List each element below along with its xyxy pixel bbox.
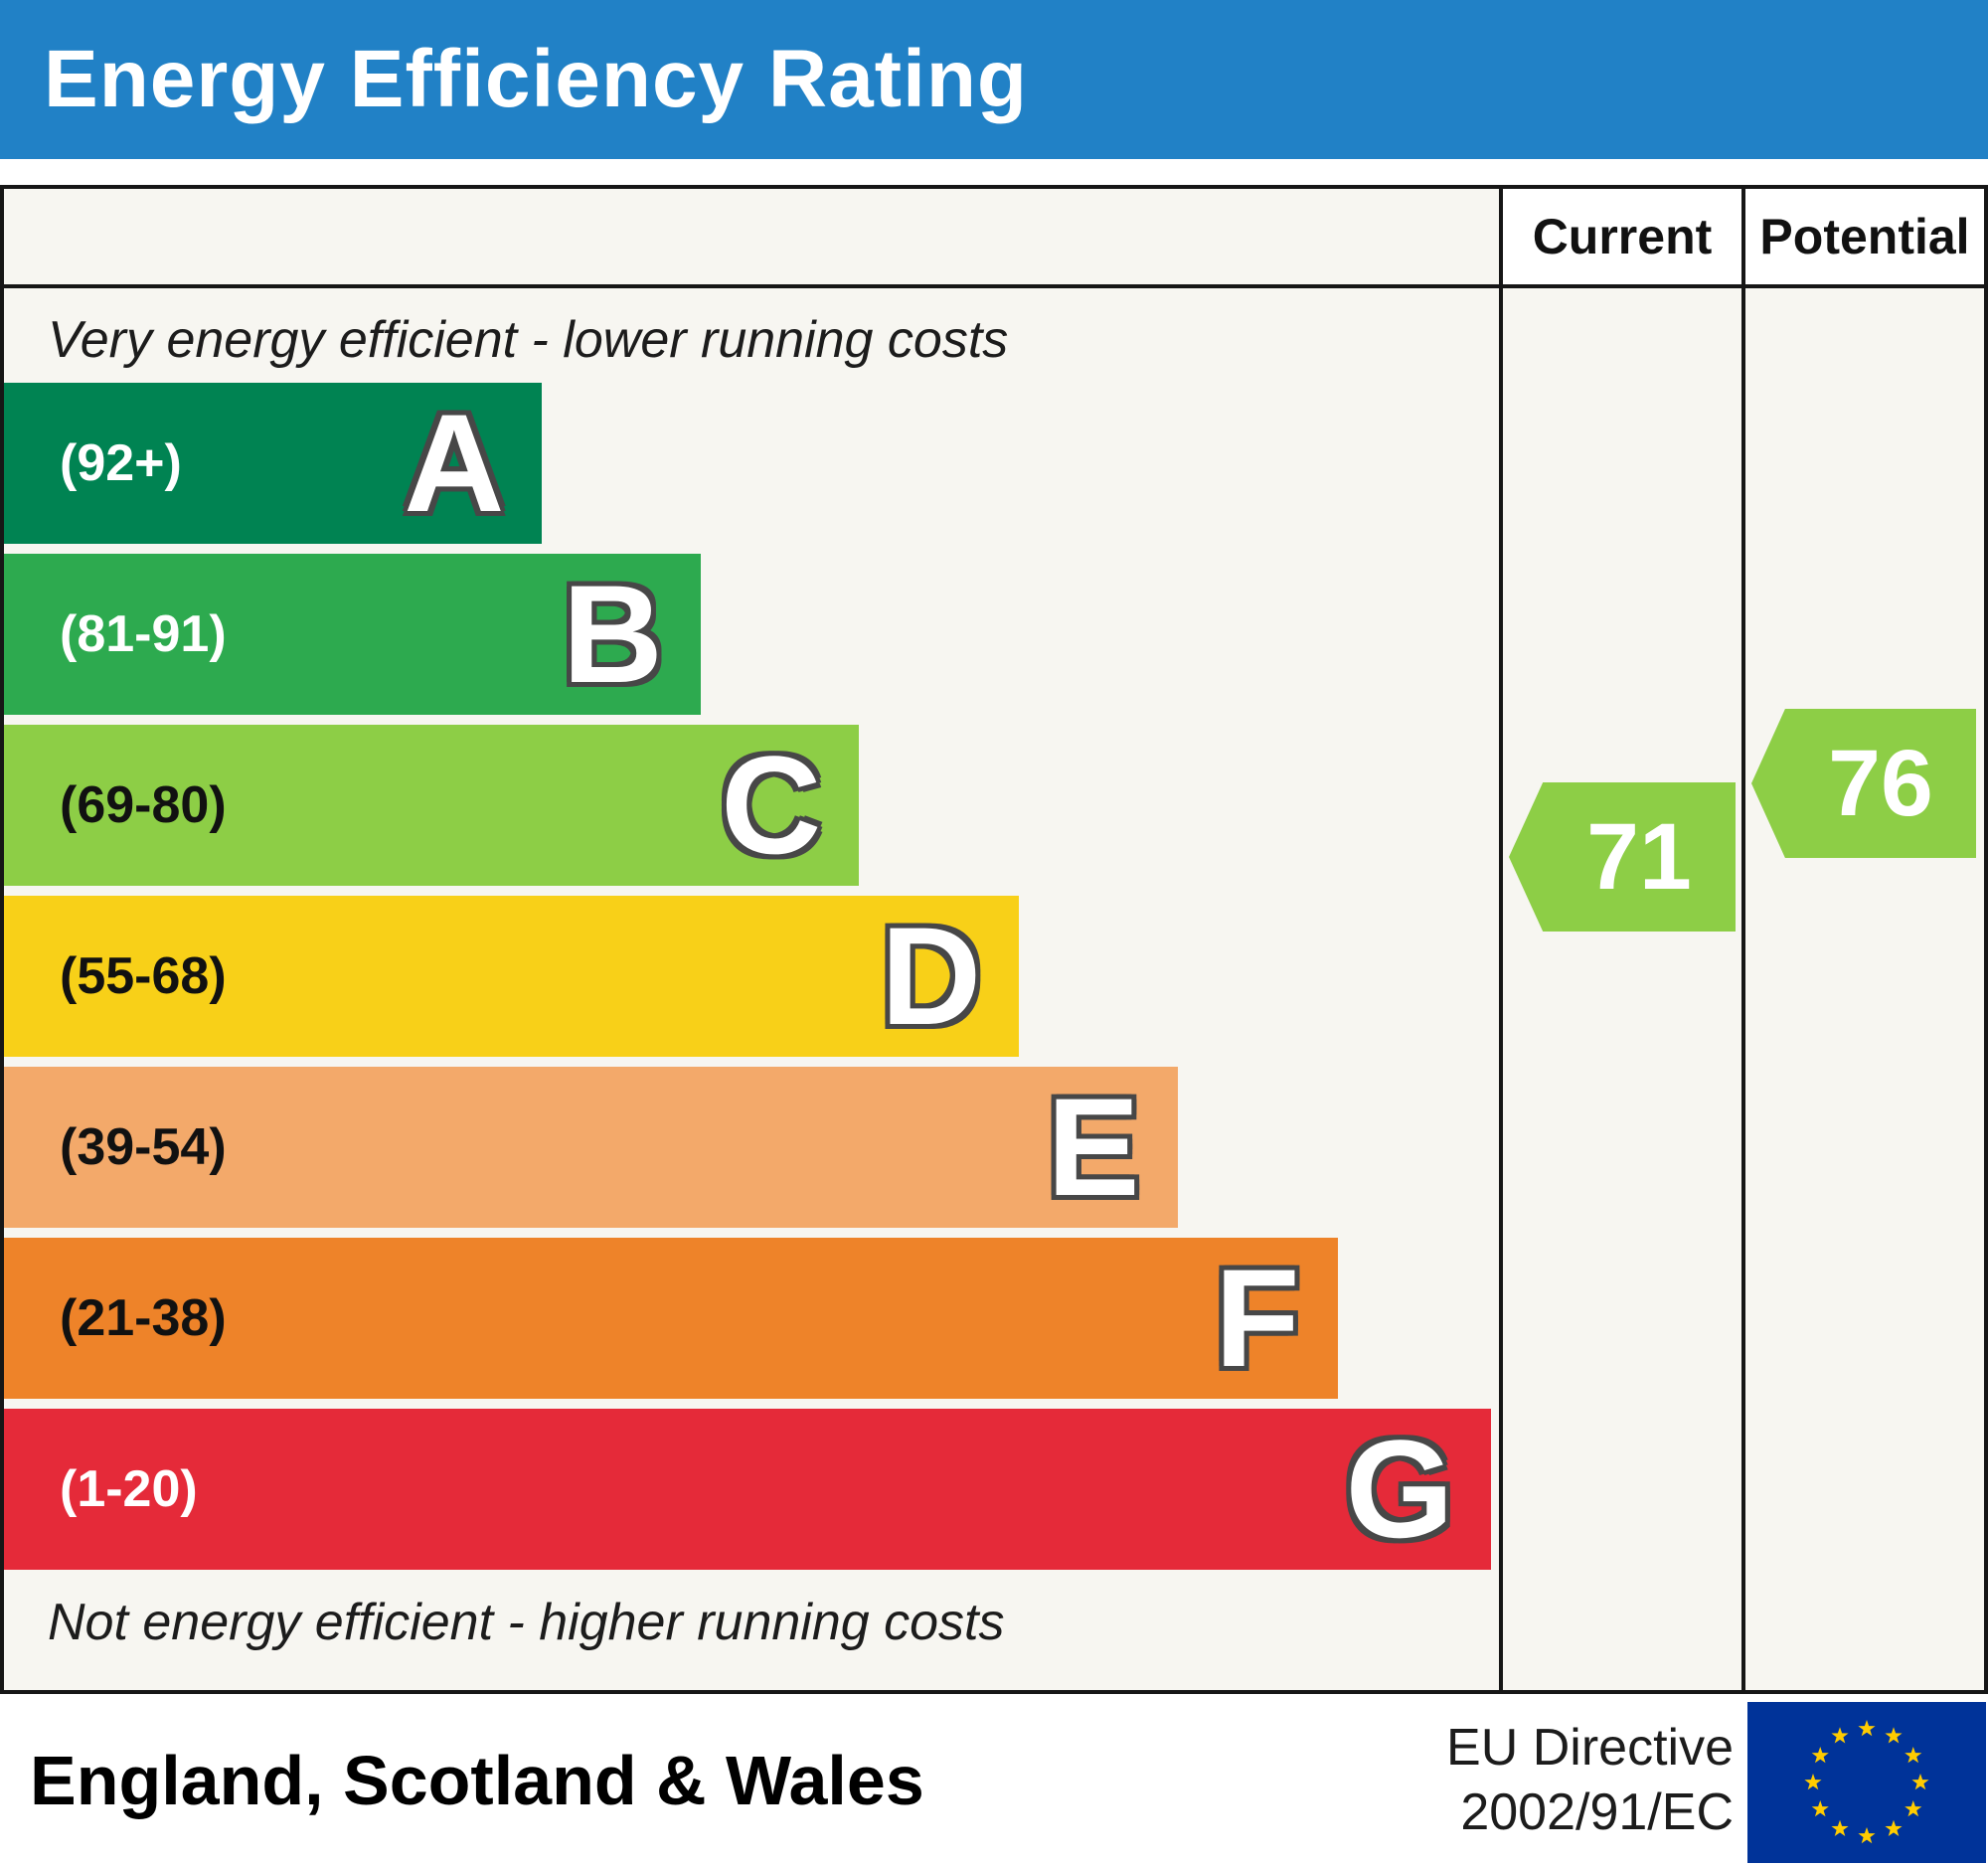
band-letter: C bbox=[721, 727, 822, 883]
potential-column-divider bbox=[1741, 189, 1745, 1690]
band-row: (21-38) F bbox=[4, 1238, 1499, 1399]
band-bar: (39-54) E bbox=[4, 1067, 1178, 1228]
potential-value: 76 bbox=[1828, 730, 1933, 836]
band-letter: D bbox=[881, 898, 982, 1054]
band-row: (55-68) D bbox=[4, 896, 1499, 1057]
table-header-rule bbox=[4, 284, 1984, 288]
band-letter: E bbox=[1047, 1069, 1140, 1225]
current-value: 71 bbox=[1586, 803, 1692, 910]
potential-column-header: Potential bbox=[1745, 189, 1984, 284]
band-bar: (69-80) C bbox=[4, 725, 860, 886]
band-row: (81-91) B bbox=[4, 554, 1499, 715]
band-range-label: (1-20) bbox=[60, 1460, 198, 1518]
band-row: (92+) A bbox=[4, 383, 1499, 544]
band-range-label: (39-54) bbox=[60, 1118, 227, 1176]
band-bar: (21-38) F bbox=[4, 1238, 1338, 1399]
eu-directive-line1: EU Directive bbox=[1446, 1719, 1734, 1777]
bottom-note: Not energy efficient - higher running co… bbox=[48, 1594, 1005, 1651]
current-arrow: 71 bbox=[1509, 782, 1736, 932]
footer: England, Scotland & Wales EU Directive 2… bbox=[0, 1694, 1988, 1867]
band-row: (39-54) E bbox=[4, 1067, 1499, 1228]
band-range-label: (69-80) bbox=[60, 776, 227, 834]
band-bar: (55-68) D bbox=[4, 896, 1020, 1057]
current-column-header: Current bbox=[1503, 189, 1741, 284]
band-range-label: (92+) bbox=[60, 434, 182, 492]
eu-flag bbox=[1747, 1702, 1986, 1863]
page-title: Energy Efficiency Rating bbox=[44, 34, 1029, 124]
eu-directive-label: EU Directive 2002/91/EC bbox=[1446, 1716, 1734, 1845]
eu-directive-line2: 2002/91/EC bbox=[1460, 1783, 1734, 1841]
band-range-label: (55-68) bbox=[60, 947, 227, 1005]
band-letter: A bbox=[404, 385, 505, 541]
rating-table: Current Potential Very energy efficient … bbox=[0, 185, 1988, 1694]
top-note: Very energy efficient - lower running co… bbox=[48, 311, 1009, 369]
band-bar: (1-20) G bbox=[4, 1409, 1492, 1570]
band-letter: G bbox=[1345, 1411, 1454, 1567]
potential-arrow: 76 bbox=[1751, 709, 1976, 858]
band-row: (69-80) C bbox=[4, 725, 1499, 886]
band-range-label: (81-91) bbox=[60, 605, 227, 663]
eu-flag-stars bbox=[1804, 1720, 1929, 1844]
band-bar: (81-91) B bbox=[4, 554, 701, 715]
band-letter: F bbox=[1215, 1240, 1300, 1396]
current-column-divider bbox=[1499, 189, 1503, 1690]
region-label: England, Scotland & Wales bbox=[30, 1742, 924, 1819]
band-letter: B bbox=[562, 556, 663, 712]
header-banner: Energy Efficiency Rating bbox=[0, 0, 1988, 159]
band-range-label: (21-38) bbox=[60, 1289, 227, 1347]
band-bar: (92+) A bbox=[4, 383, 543, 544]
band-row: (1-20) G bbox=[4, 1409, 1499, 1570]
bands: (92+) A (81-91) B (69-80) C (55-68) D (3… bbox=[4, 383, 1499, 1580]
